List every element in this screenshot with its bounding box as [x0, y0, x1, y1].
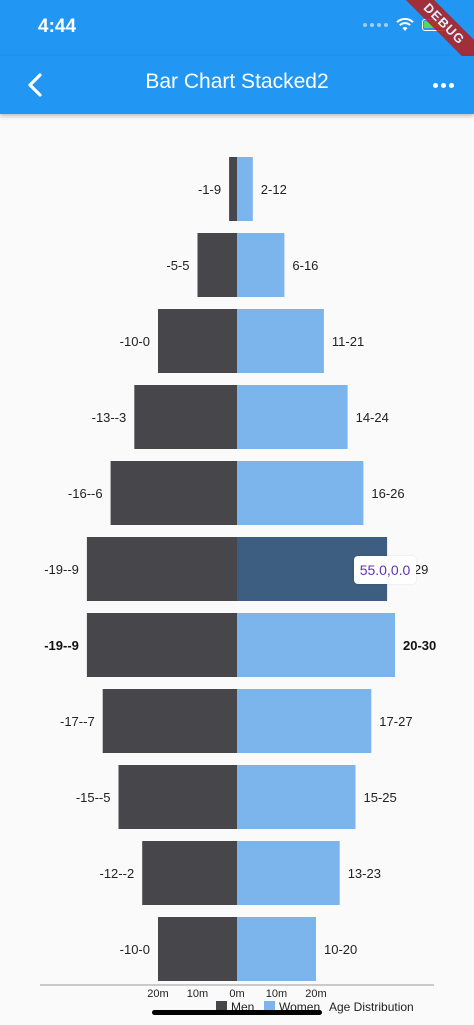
bar-men[interactable] — [86, 537, 238, 601]
x-tick-label: 10m — [187, 988, 208, 1000]
back-button[interactable] — [18, 68, 52, 102]
bar-men[interactable] — [229, 157, 237, 221]
bar-label-women: 6-16 — [292, 258, 318, 273]
bar-label-men: -5-5 — [166, 258, 189, 273]
legend-title: Age Distribution — [329, 1000, 414, 1014]
x-tick-label: 0m — [229, 988, 244, 1000]
bar-label-women: 15-25 — [364, 790, 397, 805]
bar-women[interactable] — [237, 461, 364, 525]
bar-men[interactable] — [134, 385, 237, 449]
x-tick-label: 10m — [266, 988, 287, 1000]
bar-label-women: 10-20 — [324, 942, 357, 957]
more-horizontal-icon — [432, 82, 438, 88]
bar-label-women: 2-12 — [261, 182, 287, 197]
bar-label-men: -1-9 — [198, 182, 221, 197]
bar-label-women: 14-24 — [356, 410, 389, 425]
bar-label-men: -12--2 — [100, 866, 135, 881]
bar-men[interactable] — [110, 461, 237, 525]
bar-label-women: 11-21 — [332, 334, 364, 349]
bar-label-men: -17--7 — [60, 714, 95, 729]
bar-label-women: 17-27 — [379, 714, 412, 729]
bar-label-men: -10-0 — [120, 334, 150, 349]
back-arrow-icon — [28, 73, 42, 97]
bar-women[interactable] — [237, 157, 253, 221]
bar-men[interactable] — [142, 841, 237, 905]
app-bar: Bar Chart Stacked2 — [0, 56, 474, 114]
status-time: 4:44 — [38, 16, 77, 37]
bar-women[interactable] — [237, 613, 395, 677]
bar-label-women: 20-30 — [403, 638, 436, 653]
legend-swatch-men — [216, 1001, 227, 1012]
bar-label-men: -16--6 — [68, 486, 103, 501]
bar-label-men: -10-0 — [120, 942, 150, 957]
bar-label-women: 16-26 — [371, 486, 404, 501]
bar-label-men: -19--9 — [44, 638, 79, 653]
bar-women[interactable] — [237, 765, 356, 829]
bar-label-men: -13--3 — [92, 410, 127, 425]
bar-tooltip: 55.0,0.0 — [354, 556, 416, 584]
page-title: Bar Chart Stacked2 — [145, 70, 329, 93]
bar-men[interactable] — [118, 765, 238, 829]
bar-label-men: -19--9 — [44, 562, 79, 577]
signal-icon — [363, 23, 388, 27]
bar-men[interactable] — [102, 689, 237, 753]
x-tick-label: 20m — [147, 988, 168, 1000]
population-pyramid-chart: -1-9 2-12 -5-5 6-16 -10-0 11-21 -13--3 14-24 -16… — [40, 157, 436, 1014]
bar-men[interactable] — [158, 309, 237, 373]
home-indicator — [152, 1010, 322, 1015]
more-options-button[interactable] — [426, 68, 460, 102]
bar-men[interactable] — [197, 233, 238, 297]
bar-women[interactable] — [237, 385, 348, 449]
status-bar: 4:44 DEBUG — [0, 0, 474, 74]
x-tick-label: 20m — [305, 988, 326, 1000]
bar-label-women: 13-23 — [348, 866, 381, 881]
bar-women[interactable] — [237, 233, 285, 297]
wifi-icon — [396, 18, 414, 31]
bar-women[interactable] — [237, 841, 340, 905]
bar-label-men: -15--5 — [76, 790, 111, 805]
bar-men[interactable] — [158, 917, 237, 981]
bar-women[interactable] — [237, 689, 372, 753]
bar-women[interactable] — [237, 309, 324, 373]
legend-swatch-women — [264, 1001, 275, 1012]
bar-women[interactable] — [237, 917, 316, 981]
bar-men[interactable] — [86, 613, 238, 677]
